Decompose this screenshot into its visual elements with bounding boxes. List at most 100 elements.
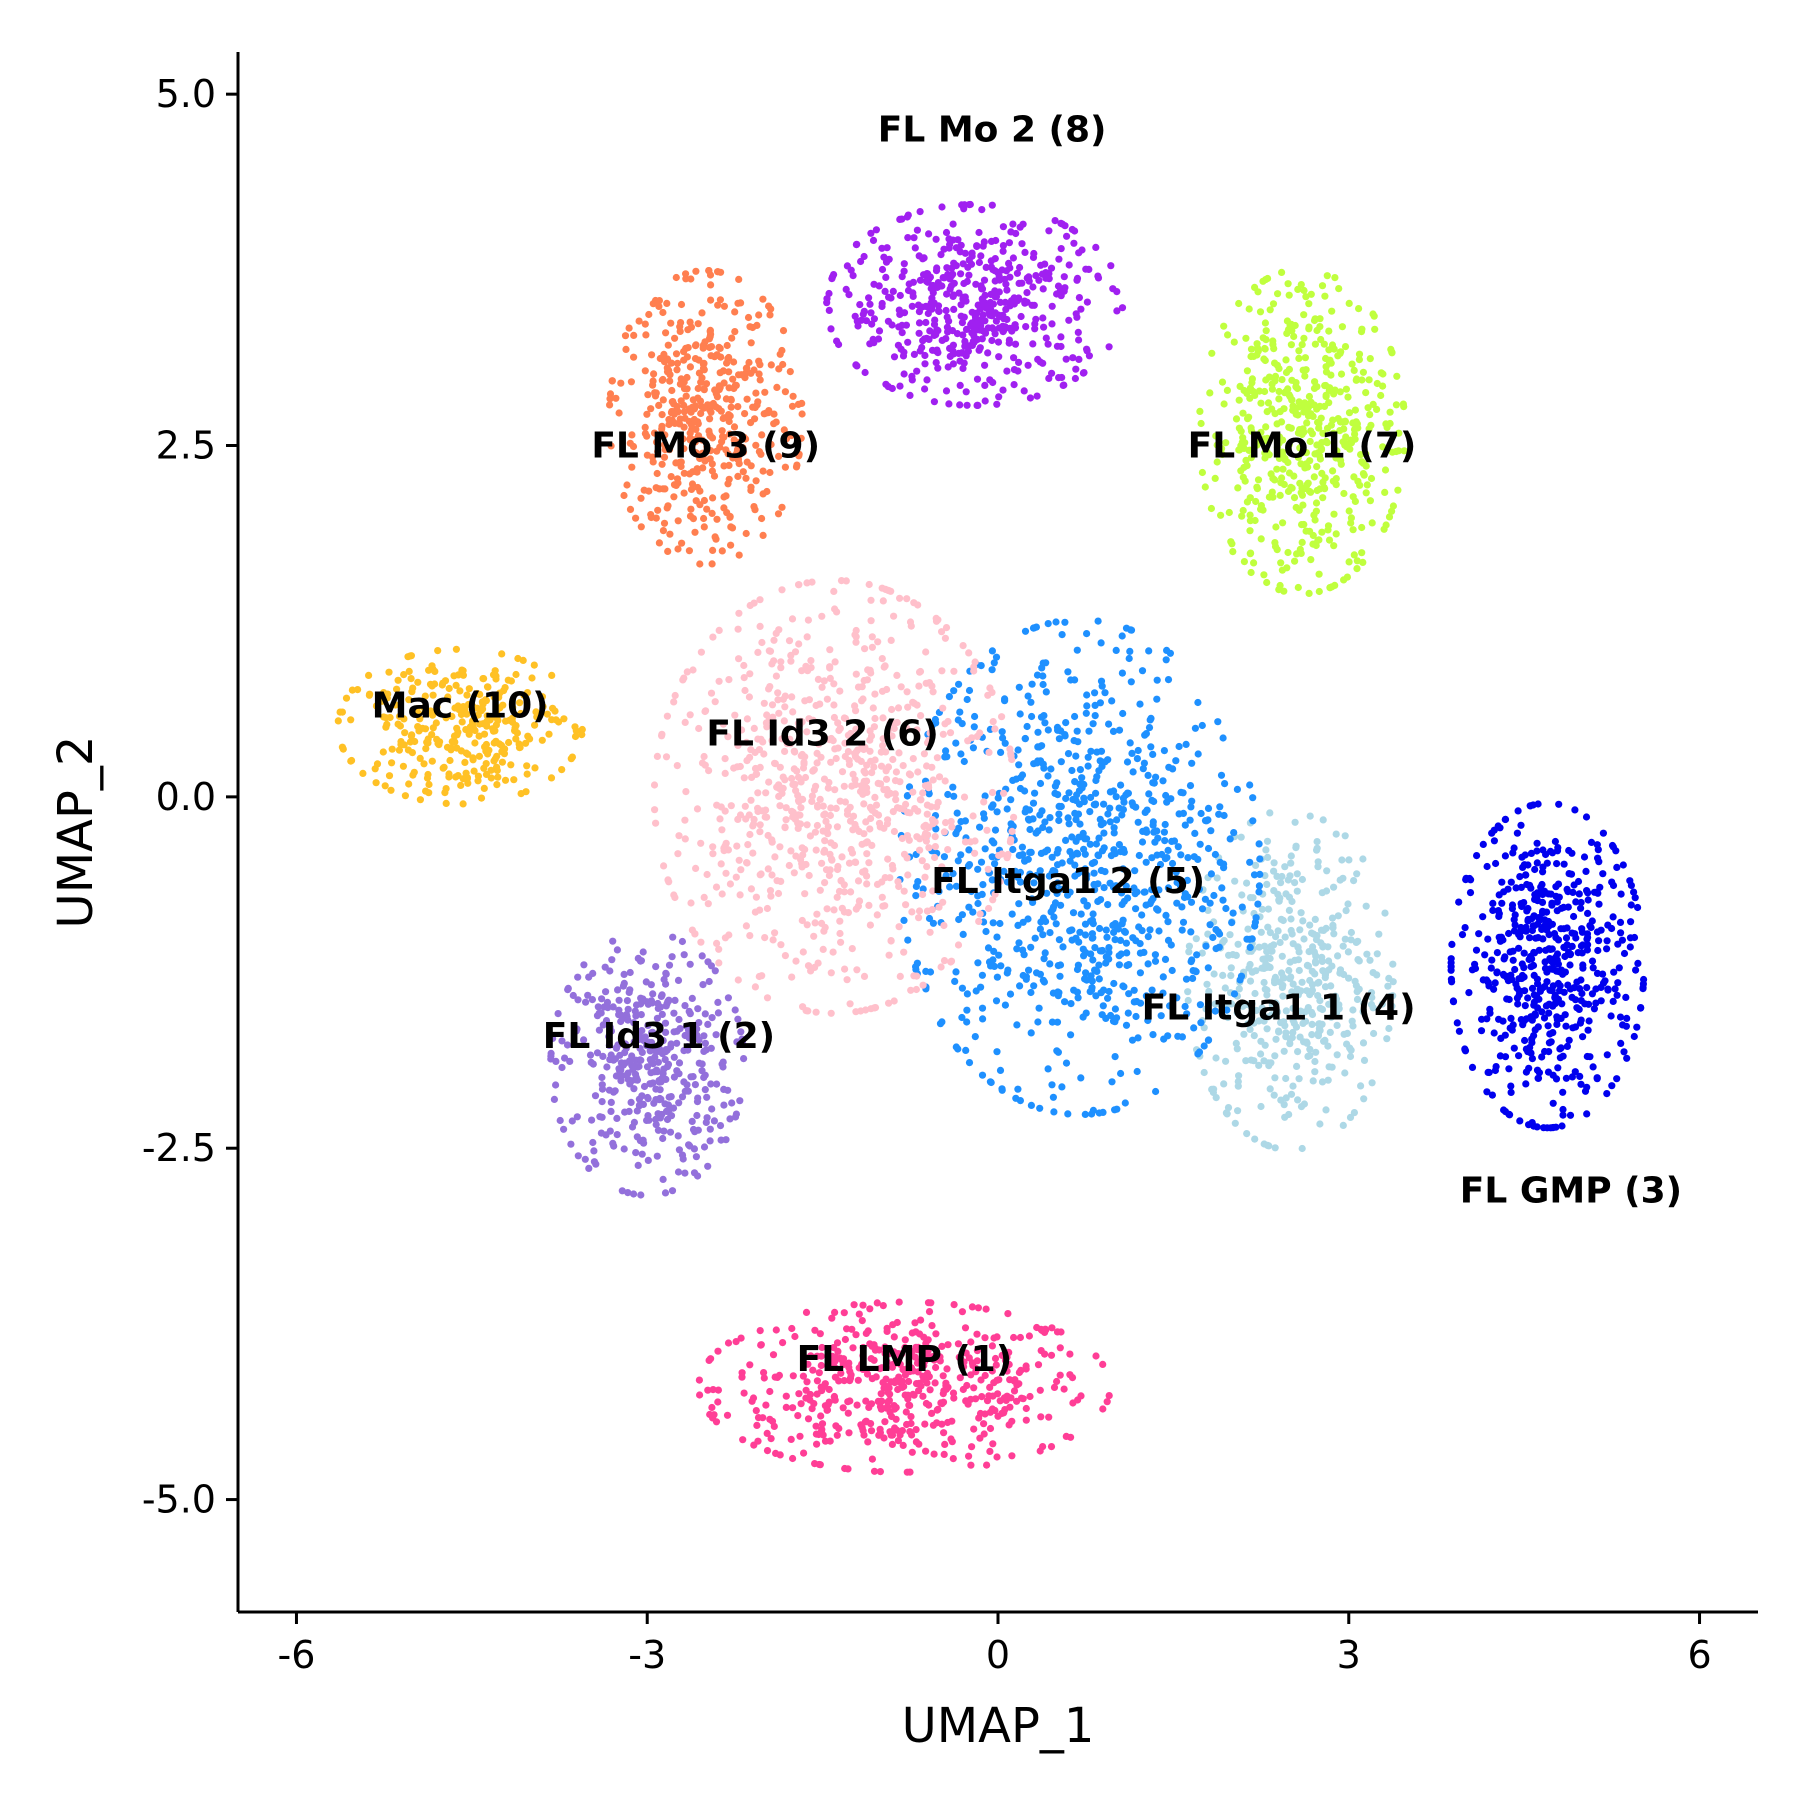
point-fl-itga1-2-5 (1102, 926, 1110, 934)
point-fl-id3-1-2 (607, 1107, 615, 1115)
point-fl-mo-1-7 (1278, 376, 1286, 384)
point-fl-mo-2-8 (915, 319, 924, 327)
point-fl-id3-1-2 (634, 1161, 642, 1169)
point-fl-id3-2-6 (914, 601, 922, 609)
point-fl-id3-2-6 (899, 762, 907, 770)
point-fl-id3-2-6 (919, 981, 927, 989)
point-fl-mo-1-7 (1388, 507, 1396, 515)
point-fl-mo-1-7 (1244, 415, 1252, 423)
point-fl-id3-2-6 (921, 832, 929, 840)
point-fl-lmp-1 (845, 1363, 853, 1371)
point-fl-itga1-1-4 (1238, 891, 1246, 899)
point-fl-gmp-3 (1455, 1027, 1463, 1035)
point-fl-mo-3-9 (687, 275, 695, 283)
point-fl-gmp-3 (1501, 852, 1509, 860)
point-fl-mo-2-8 (984, 324, 992, 332)
point-fl-itga1-1-4 (1347, 928, 1355, 937)
point-fl-id3-2-6 (788, 693, 796, 701)
point-fl-gmp-3 (1483, 1088, 1491, 1096)
point-fl-mo-3-9 (779, 327, 788, 335)
point-fl-gmp-3 (1516, 1117, 1524, 1125)
point-fl-id3-1-2 (585, 1164, 593, 1172)
point-fl-gmp-3 (1590, 1005, 1598, 1013)
point-fl-mo-1-7 (1299, 501, 1307, 509)
point-fl-mo-2-8 (911, 244, 919, 252)
point-fl-gmp-3 (1517, 883, 1525, 892)
point-fl-id3-2-6 (833, 865, 842, 874)
point-fl-id3-2-6 (793, 767, 801, 775)
point-fl-id3-1-2 (613, 1114, 621, 1122)
point-fl-lmp-1 (833, 1431, 841, 1439)
point-fl-mo-2-8 (1003, 286, 1011, 294)
point-fl-id3-2-6 (831, 786, 839, 794)
point-fl-mo-1-7 (1282, 356, 1290, 364)
point-fl-gmp-3 (1521, 1002, 1529, 1010)
point-fl-itga1-2-5 (1072, 816, 1080, 824)
point-fl-id3-2-6 (878, 584, 886, 592)
point-fl-mo-2-8 (977, 252, 985, 260)
point-fl-gmp-3 (1608, 878, 1616, 886)
point-fl-id3-2-6 (852, 633, 860, 641)
point-fl-mo-2-8 (1015, 294, 1023, 302)
point-fl-id3-2-6 (803, 633, 811, 641)
point-fl-mo-2-8 (957, 312, 965, 320)
point-fl-itga1-1-4 (1295, 1075, 1303, 1083)
point-fl-id3-2-6 (785, 637, 794, 645)
point-fl-id3-2-6 (833, 823, 842, 831)
point-fl-mo-1-7 (1269, 300, 1278, 308)
point-fl-id3-2-6 (779, 773, 787, 781)
point-fl-id3-2-6 (919, 789, 927, 797)
point-fl-id3-1-2 (693, 1025, 701, 1033)
point-fl-itga1-1-4 (1263, 880, 1271, 889)
point-fl-lmp-1 (882, 1382, 890, 1390)
point-fl-gmp-3 (1527, 963, 1535, 971)
point-fl-itga1-1-4 (1185, 948, 1193, 956)
point-fl-id3-1-2 (638, 1150, 646, 1158)
point-fl-itga1-2-5 (996, 1066, 1005, 1074)
point-fl-id3-1-2 (661, 1019, 670, 1027)
point-fl-id3-1-2 (717, 1136, 725, 1144)
point-fl-id3-1-2 (556, 1116, 564, 1125)
point-fl-gmp-3 (1603, 937, 1611, 945)
point-fl-mo-2-8 (945, 400, 953, 408)
point-fl-mo-1-7 (1253, 485, 1261, 493)
point-fl-id3-2-6 (751, 983, 760, 991)
point-fl-itga1-1-4 (1289, 980, 1297, 988)
point-fl-mo-2-8 (930, 398, 939, 406)
point-fl-id3-2-6 (805, 871, 813, 880)
point-fl-id3-2-6 (811, 919, 819, 927)
point-fl-itga1-2-5 (1115, 726, 1124, 734)
point-fl-id3-1-2 (567, 1140, 575, 1148)
point-fl-mo-3-9 (697, 402, 706, 410)
point-fl-gmp-3 (1535, 1069, 1543, 1077)
point-fl-itga1-2-5 (1097, 639, 1105, 647)
point-fl-mo-1-7 (1349, 526, 1357, 534)
point-fl-id3-1-2 (619, 982, 628, 990)
point-fl-itga1-2-5 (1082, 969, 1090, 977)
point-fl-itga1-1-4 (1202, 1005, 1210, 1013)
point-fl-mo-1-7 (1248, 375, 1256, 383)
point-fl-itga1-2-5 (1007, 820, 1015, 828)
point-fl-itga1-2-5 (912, 965, 920, 974)
point-fl-itga1-2-5 (1104, 994, 1112, 1002)
point-fl-itga1-2-5 (1078, 774, 1086, 782)
point-fl-gmp-3 (1489, 899, 1497, 908)
point-fl-id3-1-2 (613, 946, 622, 954)
point-fl-lmp-1 (877, 1390, 885, 1398)
point-fl-gmp-3 (1500, 955, 1508, 963)
point-fl-id3-2-6 (827, 758, 835, 766)
point-fl-id3-1-2 (669, 933, 677, 941)
point-fl-gmp-3 (1534, 934, 1542, 942)
point-fl-id3-2-6 (971, 837, 979, 845)
point-fl-mo-2-8 (900, 267, 908, 275)
point-fl-id3-2-6 (855, 897, 864, 905)
point-fl-lmp-1 (962, 1397, 970, 1405)
point-fl-itga1-1-4 (1300, 1100, 1308, 1108)
point-fl-itga1-2-5 (1033, 671, 1042, 679)
point-fl-id3-2-6 (894, 704, 903, 712)
point-fl-mo-2-8 (1083, 298, 1091, 306)
point-fl-id3-2-6 (888, 705, 896, 714)
point-fl-mo-1-7 (1271, 539, 1279, 547)
point-fl-mo-3-9 (666, 530, 674, 538)
point-fl-itga1-1-4 (1224, 1013, 1232, 1022)
